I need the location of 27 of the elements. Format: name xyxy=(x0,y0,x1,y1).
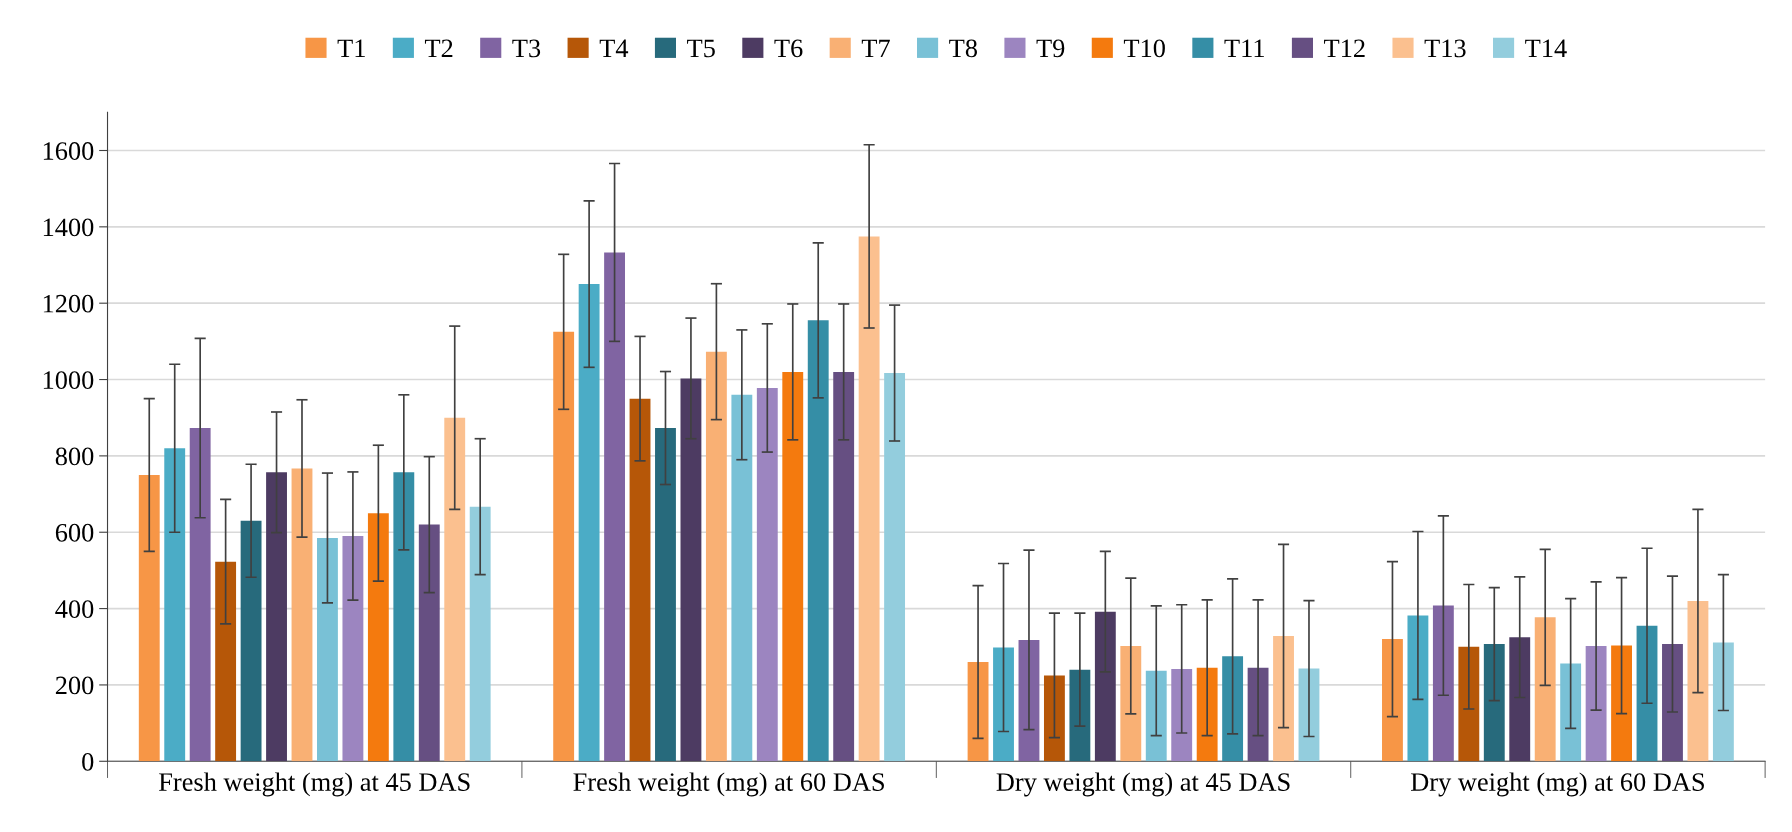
legend-label: T4 xyxy=(599,39,629,57)
y-tick-label: 1000 xyxy=(43,371,94,389)
x-tick-label: Dry weight (mg) at 45 DAS xyxy=(996,772,1290,797)
legend-label: T13 xyxy=(1424,39,1466,58)
legend-label: T2 xyxy=(424,39,453,57)
y-tick-label: 200 xyxy=(55,676,94,695)
y-tick-label: 0 xyxy=(82,752,94,771)
legend-label: T7 xyxy=(861,39,890,57)
legend-label: T14 xyxy=(1525,39,1567,57)
y-tick-label: 800 xyxy=(55,447,94,466)
legend-label: T5 xyxy=(687,39,715,58)
x-tick-label: Fresh weight (mg) at 60 DAS xyxy=(573,772,884,797)
legend-label: T6 xyxy=(774,39,803,58)
legend-label: T8 xyxy=(949,39,977,58)
y-tick-label: 400 xyxy=(55,600,94,618)
legend-label: T10 xyxy=(1123,39,1165,58)
legend-label: T12 xyxy=(1324,39,1365,57)
y-tick-label: 600 xyxy=(55,523,94,542)
x-tick-label: Fresh weight (mg) at 45 DAS xyxy=(158,772,470,797)
legend-label: T9 xyxy=(1036,39,1065,58)
legend-label: T11 xyxy=(1224,39,1264,57)
legend-label: T3 xyxy=(512,39,541,58)
x-tick-label: Dry weight (mg) at 60 DAS xyxy=(1411,772,1704,797)
y-tick-label: 1400 xyxy=(43,218,94,237)
legend-label: T1 xyxy=(337,39,365,57)
y-tick-label: 1600 xyxy=(43,142,94,160)
y-tick-label: 1200 xyxy=(43,294,94,313)
